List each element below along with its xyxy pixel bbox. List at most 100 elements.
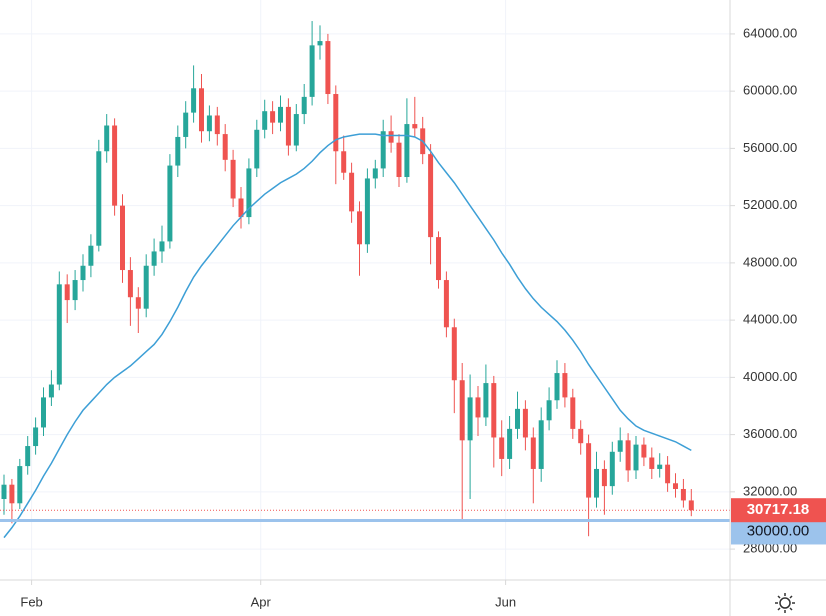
- moving-average: [3, 133, 692, 539]
- candle-body: [17, 466, 23, 504]
- candle-body: [309, 45, 315, 97]
- candle-body: [522, 408, 528, 438]
- candle-body: [41, 397, 46, 428]
- y-tick-label: 36000.00: [743, 426, 797, 441]
- candle-body: [33, 427, 39, 447]
- candle-body: [9, 484, 15, 504]
- x-tick-label: Jun: [495, 594, 516, 609]
- candle-body: [554, 373, 560, 401]
- candle-body: [206, 115, 212, 132]
- candle-body: [459, 380, 465, 441]
- candle-body: [246, 168, 252, 218]
- candle-body: [151, 251, 157, 266]
- candle-body: [183, 112, 189, 137]
- candle-body: [175, 136, 181, 166]
- candle-body: [191, 88, 197, 113]
- candle-body: [262, 111, 268, 130]
- candle-body: [56, 284, 62, 385]
- candle-body: [72, 280, 78, 301]
- candle-body: [341, 151, 347, 173]
- candle-body: [657, 464, 663, 469]
- y-tick-label: 64000.00: [743, 25, 797, 40]
- candle-body: [25, 446, 31, 467]
- candle-body: [633, 444, 639, 471]
- candle-body: [317, 41, 323, 46]
- candle-body: [467, 397, 473, 441]
- y-tick-label: 48000.00: [743, 254, 797, 269]
- candle-body: [380, 131, 386, 169]
- candle-body: [586, 443, 592, 498]
- candle-body: [135, 297, 141, 309]
- level-label: 30000.00: [747, 522, 810, 539]
- candle-body: [396, 142, 402, 178]
- candle-body: [673, 483, 678, 489]
- y-tick-label: 44000.00: [743, 312, 797, 327]
- candle-body: [270, 111, 276, 123]
- candle-body: [199, 88, 204, 132]
- candle-body: [120, 205, 125, 271]
- candle-body: [625, 440, 631, 471]
- x-tick-label: Apr: [251, 594, 272, 609]
- candle-body: [680, 488, 686, 501]
- grid: [0, 0, 730, 580]
- candle-body: [451, 327, 457, 381]
- candle-body: [538, 420, 544, 469]
- candle-body: [333, 94, 339, 152]
- price-axis: 28000.0032000.0036000.0040000.0044000.00…: [20, 25, 826, 609]
- candle-body: [515, 408, 520, 429]
- candle-body: [222, 134, 228, 160]
- y-tick-label: 32000.00: [743, 483, 797, 498]
- candle-body: [412, 124, 418, 129]
- candle-body: [617, 440, 623, 452]
- candle-body: [301, 96, 307, 115]
- candle-body: [649, 457, 655, 469]
- candle-body: [578, 428, 584, 444]
- candle-body: [507, 428, 513, 459]
- candle-body: [96, 151, 102, 246]
- candle-body: [127, 270, 133, 298]
- candle-body: [562, 373, 568, 398]
- candle-body: [609, 451, 615, 487]
- candle-body: [357, 211, 362, 245]
- candle-body: [1, 484, 7, 500]
- candle-body: [159, 241, 165, 252]
- candle-body: [285, 106, 291, 146]
- candle-body: [64, 284, 70, 301]
- y-tick-label: 60000.00: [743, 83, 797, 98]
- candle-body: [230, 159, 236, 199]
- level-label-bg: [731, 518, 826, 545]
- candle-body: [388, 131, 394, 143]
- candle-body: [143, 265, 149, 309]
- candle-body: [483, 383, 489, 418]
- candle-body: [594, 468, 599, 498]
- candle-body: [325, 41, 331, 95]
- candle-body: [88, 245, 94, 266]
- candle-body: [428, 154, 434, 238]
- y-tick-label: 52000.00: [743, 197, 797, 212]
- candle-body: [372, 168, 378, 179]
- candle-body: [443, 280, 449, 328]
- candle-body: [293, 114, 299, 146]
- last-price-label-bg: [731, 498, 826, 523]
- settings-icon[interactable]: [775, 593, 795, 613]
- candle-body: [688, 500, 694, 511]
- candle-body: [104, 125, 110, 152]
- candle-body: [570, 397, 576, 429]
- candle-body: [475, 397, 481, 418]
- candle-body: [238, 198, 244, 218]
- candle-body: [641, 444, 647, 458]
- candle-body: [404, 124, 410, 178]
- candle-body: [112, 125, 118, 206]
- candle-body: [349, 172, 355, 212]
- candle-body: [48, 384, 54, 398]
- candle-body: [601, 468, 607, 487]
- candle-body: [436, 237, 441, 281]
- candle-body: [214, 115, 220, 135]
- plot-area: [0, 21, 730, 539]
- candle-body: [665, 464, 671, 484]
- candle-body: [278, 106, 283, 123]
- candle-body: [167, 165, 173, 242]
- candle-body: [491, 383, 497, 438]
- candle-body: [499, 437, 505, 459]
